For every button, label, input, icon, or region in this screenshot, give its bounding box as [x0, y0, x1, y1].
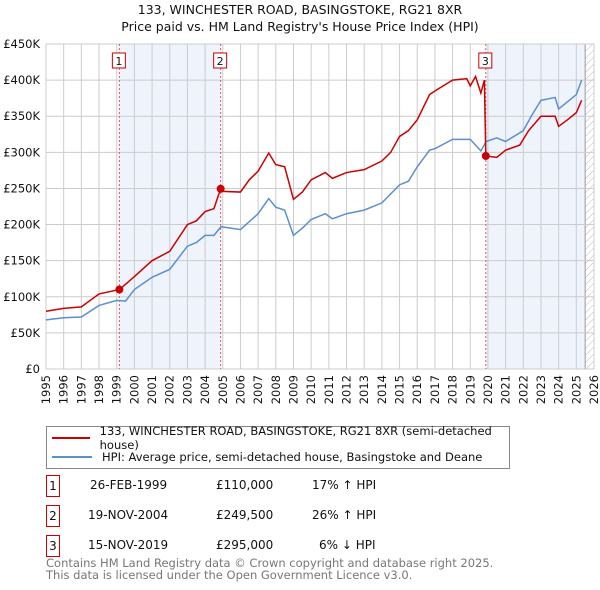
chart-subtitle: Price paid vs. HM Land Registry's House … — [121, 19, 478, 34]
legend-label: HPI: Average price, semi-detached house,… — [102, 450, 483, 464]
shaded-period — [485, 44, 586, 369]
x-tick-label: 2014 — [375, 375, 389, 404]
x-tick-label: 2001 — [145, 375, 159, 404]
y-tick-label: £150K — [3, 254, 40, 268]
x-tick-label: 2008 — [269, 375, 283, 404]
x-tick-label: 2019 — [463, 375, 477, 404]
y-tick-label: £350K — [3, 109, 40, 123]
x-tick-label: 2006 — [233, 375, 247, 404]
x-tick-label: 2020 — [481, 375, 495, 404]
legend-item-hpi: HPI: Average price, semi-detached house,… — [52, 448, 482, 466]
x-tick-label: 1998 — [92, 375, 106, 404]
x-tick-label: 2003 — [180, 375, 194, 404]
x-tick-label: 2025 — [569, 375, 583, 404]
x-tick-label: 2017 — [428, 375, 442, 404]
footer-copyright: Contains HM Land Registry data © Crown c… — [46, 556, 494, 570]
legend-item-property: 133, WINCHESTER ROAD, BASINGSTOKE, RG21 … — [52, 424, 509, 452]
property-price-line — [45, 74, 583, 312]
sale-point — [481, 151, 490, 160]
x-tick-label: 1997 — [74, 375, 88, 404]
sale-point — [115, 285, 124, 294]
legend-label: 133, WINCHESTER ROAD, BASINGSTOKE, RG21 … — [99, 424, 492, 452]
sale-label: 2 — [217, 55, 224, 68]
legend-swatch-red — [52, 437, 90, 439]
sale-hpi-diff: 17% ↑ HPI — [312, 478, 377, 492]
x-tick-label: 2021 — [499, 375, 513, 404]
y-tick-label: £450K — [3, 37, 40, 51]
x-tick-label: 2000 — [127, 375, 141, 404]
x-tick-label: 2024 — [552, 375, 566, 404]
sale-date: 15-NOV-2019 — [88, 538, 169, 552]
sale-hpi-diff: 26% ↑ HPI — [312, 508, 377, 522]
sale-price: £110,000 — [216, 478, 274, 492]
x-tick-label: 2004 — [198, 375, 212, 404]
y-tick-label: £100K — [3, 290, 40, 304]
x-tick-label: 2005 — [216, 375, 230, 404]
x-tick-label: 2026 — [587, 375, 600, 404]
x-tick-label: 2023 — [534, 375, 548, 404]
x-tick-label: 2018 — [446, 375, 460, 404]
x-tick-label: 2016 — [410, 375, 424, 404]
sale-number-badge: 3 — [46, 535, 60, 557]
y-tick-label: £50K — [11, 326, 41, 340]
x-tick-label: 2022 — [516, 375, 530, 404]
sale-date: 26-FEB-1999 — [90, 478, 168, 492]
sale-date: 19-NOV-2004 — [88, 508, 169, 522]
y-tick-label: £300K — [3, 145, 40, 159]
sale-number-badge: 2 — [46, 505, 60, 527]
legend-swatch-blue — [52, 456, 92, 458]
footer-licence: This data is licensed under the Open Gov… — [46, 567, 413, 582]
sale-label-box — [478, 52, 493, 69]
hpi-line — [45, 79, 583, 321]
y-tick-label: £400K — [3, 73, 40, 87]
sale-label: 1 — [115, 55, 122, 68]
sale-number-badge: 1 — [46, 475, 60, 497]
sale-price: £249,500 — [216, 508, 274, 522]
x-tick-label: 1999 — [110, 375, 124, 404]
sale-label-box — [213, 52, 228, 69]
sale-price: £295,000 — [216, 538, 274, 552]
price-chart: 133, WINCHESTER ROAD, BASINGSTOKE, RG21 … — [3, 2, 600, 404]
x-tick-label: 1996 — [57, 375, 71, 404]
forecast-hatch — [585, 44, 594, 369]
x-tick-label: 2015 — [393, 375, 407, 404]
sale-point — [216, 184, 225, 193]
x-tick-label: 2007 — [251, 375, 265, 404]
x-tick-label: 2012 — [340, 375, 354, 404]
x-tick-label: 2009 — [286, 375, 300, 404]
footer: Contains HM Land Registry data © Crown c… — [46, 556, 494, 582]
legend: 133, WINCHESTER ROAD, BASINGSTOKE, RG21 … — [46, 424, 510, 469]
sale-label-box — [111, 52, 126, 69]
sale-label: 3 — [482, 55, 489, 68]
x-tick-label: 2013 — [357, 375, 371, 404]
x-tick-label: 2002 — [163, 375, 177, 404]
y-tick-label: £250K — [3, 181, 40, 195]
x-tick-label: 2011 — [322, 375, 336, 404]
y-tick-label: £200K — [3, 218, 40, 232]
x-tick-label: 1995 — [39, 375, 53, 404]
sale-hpi-diff: 6% ↓ HPI — [319, 538, 376, 552]
chart-title: 133, WINCHESTER ROAD, BASINGSTOKE, RG21 … — [138, 2, 463, 17]
y-tick-label: £0 — [25, 362, 40, 376]
x-tick-label: 2010 — [304, 375, 318, 404]
